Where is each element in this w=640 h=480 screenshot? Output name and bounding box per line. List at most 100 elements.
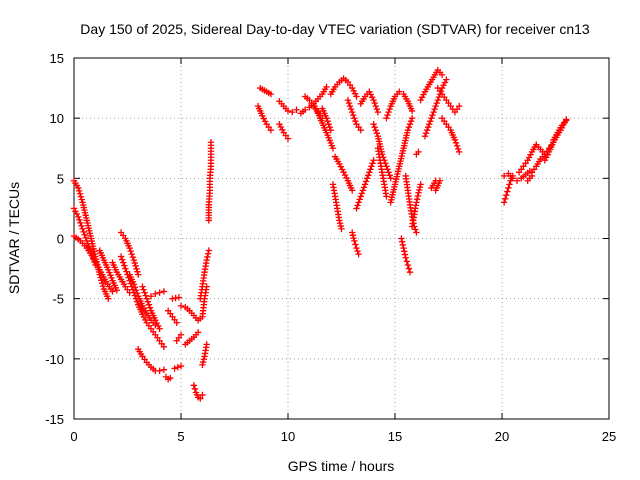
data-point — [544, 151, 551, 158]
data-point — [362, 178, 370, 185]
data-point — [349, 187, 356, 194]
data-point — [383, 114, 390, 122]
data-point — [174, 364, 181, 371]
data-point — [144, 298, 152, 305]
data-point — [352, 117, 359, 125]
data-point — [139, 311, 146, 318]
data-point — [323, 114, 330, 122]
data-point — [452, 139, 460, 147]
data-point — [123, 268, 130, 275]
data-point — [156, 367, 163, 375]
data-point — [441, 79, 449, 86]
data-point — [500, 199, 508, 206]
data-point — [354, 247, 361, 255]
data-point — [413, 199, 420, 206]
data-point — [205, 247, 213, 254]
data-point — [139, 283, 146, 290]
data-point — [207, 139, 215, 146]
data-point — [204, 250, 212, 257]
data-point — [75, 187, 83, 195]
data-point — [326, 123, 333, 131]
data-point — [415, 189, 422, 196]
data-point — [433, 99, 440, 107]
data-point — [130, 256, 138, 264]
data-point — [417, 96, 424, 104]
data-point — [504, 188, 511, 195]
data-point — [120, 259, 127, 266]
data-point — [77, 219, 84, 227]
axis-ticks: 0 5 10 15 20 25 15 10 5 0 -5 -10 -15 — [45, 51, 616, 444]
data-point — [427, 117, 434, 125]
data-point — [173, 319, 180, 326]
data-point — [399, 241, 407, 249]
data-point — [353, 93, 360, 100]
data-point — [385, 108, 392, 116]
y-tick-label: 5 — [57, 171, 64, 186]
data-point — [135, 271, 142, 278]
data-point — [407, 117, 415, 125]
data-point — [416, 183, 424, 191]
data-point — [146, 304, 154, 311]
data-point — [350, 234, 357, 242]
y-axis-label: SDTVAR / TECUs — [6, 182, 22, 294]
data-point — [140, 286, 147, 293]
data-point — [118, 256, 126, 263]
data-point — [145, 301, 153, 308]
data-point — [373, 105, 381, 113]
data-point — [194, 329, 202, 336]
x-tick-label: 15 — [388, 429, 402, 444]
data-point — [415, 148, 422, 156]
data-point — [509, 172, 516, 180]
data-point — [203, 341, 210, 348]
x-tick-label: 10 — [281, 429, 295, 444]
data-point — [267, 127, 275, 134]
data-point — [337, 163, 344, 170]
data-point — [131, 259, 138, 267]
data-point — [260, 115, 267, 122]
data-point — [79, 225, 86, 233]
data-point — [416, 186, 423, 194]
data-point — [356, 196, 363, 203]
data-point — [350, 111, 357, 119]
data-point — [77, 193, 85, 200]
data-point — [130, 281, 138, 288]
data-point — [160, 343, 168, 350]
data-point — [191, 385, 199, 393]
data-point — [344, 96, 352, 104]
data-point — [109, 288, 116, 295]
data-point — [357, 127, 364, 134]
data-point — [428, 114, 435, 122]
data-point — [370, 120, 377, 128]
data-point — [345, 99, 353, 107]
data-point — [351, 114, 358, 122]
data-point — [398, 238, 406, 245]
x-tick-label: 20 — [495, 429, 509, 444]
data-point — [75, 213, 82, 221]
data-point — [259, 112, 266, 119]
data-point — [84, 240, 92, 248]
data-point — [349, 229, 356, 236]
data-point — [408, 114, 416, 122]
data-point — [122, 265, 129, 272]
data-point — [386, 172, 393, 179]
data-point — [366, 88, 373, 95]
data-point — [133, 265, 140, 273]
data-point — [349, 84, 356, 92]
data-point — [140, 313, 148, 321]
data-point — [440, 82, 447, 89]
data-point — [325, 120, 332, 128]
data-point — [524, 157, 531, 164]
data-point — [177, 362, 185, 370]
data-point — [141, 289, 148, 296]
data-point — [99, 282, 107, 290]
data-point — [175, 294, 183, 301]
data-point — [167, 374, 174, 382]
data-point — [338, 225, 345, 233]
data-point — [347, 105, 355, 113]
data-point — [456, 102, 463, 110]
chart-title: Day 150 of 2025, Sidereal Day-to-day VTE… — [80, 21, 590, 37]
data-point — [301, 106, 309, 113]
data-point — [134, 268, 141, 275]
data-point — [154, 322, 162, 330]
data-point — [72, 208, 79, 215]
